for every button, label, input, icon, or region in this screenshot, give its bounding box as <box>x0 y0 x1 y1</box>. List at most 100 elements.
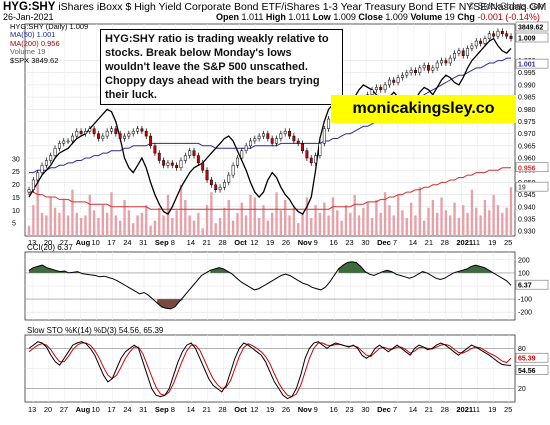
volume-bar <box>449 215 452 236</box>
bottom-x-tick-label: 17 <box>107 405 115 414</box>
candle-body <box>140 128 144 132</box>
volume-bar <box>179 184 183 236</box>
volume-bar <box>158 207 161 236</box>
main-y-tick-label: 0.965 <box>518 143 536 150</box>
volume-bar <box>257 218 261 236</box>
volume-bar <box>336 210 339 236</box>
volume-bar <box>275 192 278 236</box>
volume-bar <box>422 220 426 236</box>
ma200-line <box>29 167 511 210</box>
volume-bar <box>349 212 352 236</box>
main-y-tick-label: 0.945 <box>518 192 536 199</box>
volume-bar <box>184 200 187 236</box>
volume-bar <box>188 215 191 236</box>
candle-body <box>162 160 166 166</box>
candle-body <box>309 157 313 164</box>
candle-body <box>262 133 265 137</box>
volume-bar <box>327 215 330 236</box>
candle-body <box>131 130 135 134</box>
ticker-description: iShares iBoxx $ High Yield Corporate Bon… <box>58 1 456 13</box>
open-label: Open <box>216 12 240 22</box>
main-y-tick-label: 0.935 <box>518 216 536 223</box>
candle-body <box>127 133 131 137</box>
low-value: 1.009 <box>333 12 356 22</box>
x-tick-label: 9 <box>314 238 318 247</box>
main-y-tick-label: 0.995 <box>518 70 536 77</box>
bottom-x-tick-label: 27 <box>60 405 68 414</box>
close-value: 1.009 <box>385 12 408 22</box>
volume-bar <box>201 228 204 236</box>
candle-body <box>453 52 456 59</box>
x-tick-label: Aug <box>76 238 91 247</box>
candle-body <box>427 65 430 71</box>
candle-body <box>461 50 465 56</box>
bottom-x-tick-label: 20 <box>44 405 52 414</box>
spx-value-label: 3849.62 <box>518 25 543 32</box>
cci-y-tick-label: -200 <box>518 310 532 317</box>
volume-bar <box>340 220 343 236</box>
candle-body <box>149 135 153 147</box>
volume-bar <box>105 212 109 236</box>
volume-bar <box>136 215 139 236</box>
volume-bar <box>279 210 283 236</box>
candle-body <box>192 150 196 156</box>
candle-body <box>283 130 287 134</box>
volume-bar <box>431 200 435 236</box>
volume-bar <box>440 197 443 236</box>
volume-bar <box>66 215 70 236</box>
x-tick-label: 21 <box>203 238 211 247</box>
volume-bar <box>127 210 131 236</box>
volume-bar <box>331 197 335 236</box>
candle-body <box>431 67 435 71</box>
volume-bar <box>58 212 61 236</box>
volume-bar <box>75 212 78 236</box>
candle-body <box>79 130 83 134</box>
volume-bar <box>318 212 322 236</box>
high-label: High <box>265 12 286 22</box>
candle-body <box>179 160 183 169</box>
legend-ma50: MA(50) 1.001 <box>10 30 56 40</box>
x-tick-label: 19 <box>488 238 496 247</box>
sto-k-value-label: 54.56 <box>518 368 536 375</box>
candle-body <box>422 65 426 69</box>
volume-bar <box>505 207 508 236</box>
volume-bar <box>379 212 382 236</box>
candle-body <box>444 60 448 64</box>
volume-y-tick-label: 15 <box>12 195 20 202</box>
volume-bar <box>71 189 74 236</box>
candle-body <box>231 165 235 176</box>
volume-value: 19 <box>444 12 455 22</box>
candle-body <box>318 143 322 156</box>
volume-bar <box>470 189 474 236</box>
volume-bar <box>214 223 217 236</box>
chg-label: Chg <box>457 12 475 22</box>
candle-body <box>414 70 417 73</box>
candle-body <box>157 152 161 161</box>
legend-spx: $SPX 3849.62 <box>10 55 59 65</box>
cci-y-tick-label: 200 <box>518 257 530 264</box>
sto-y-tick-label: 80 <box>518 346 526 353</box>
bottom-x-tick-label: 24 <box>123 405 131 414</box>
volume-bar <box>223 207 226 236</box>
candle-body <box>435 62 439 69</box>
low-label: Low <box>312 12 331 22</box>
candle-body <box>487 33 491 39</box>
candle-body <box>57 143 61 149</box>
candle-body <box>209 179 213 186</box>
candle-body <box>235 157 239 166</box>
volume-bar <box>383 192 387 236</box>
candle-body <box>483 38 487 44</box>
volume-bar <box>479 215 482 236</box>
volume-bar <box>366 202 369 236</box>
volume-bar <box>344 205 348 236</box>
volume-bar <box>110 192 113 236</box>
volume-bar <box>414 215 417 236</box>
bottom-x-tick-label: 14 <box>409 405 417 414</box>
volume-bar <box>210 192 213 236</box>
volume-bar <box>132 223 135 236</box>
bottom-x-tick-label: 9 <box>314 405 318 414</box>
volume-bar <box>84 215 87 236</box>
candle-body <box>479 40 483 44</box>
candle-body <box>144 130 148 137</box>
cci-value-label: 6.37 <box>518 283 532 290</box>
